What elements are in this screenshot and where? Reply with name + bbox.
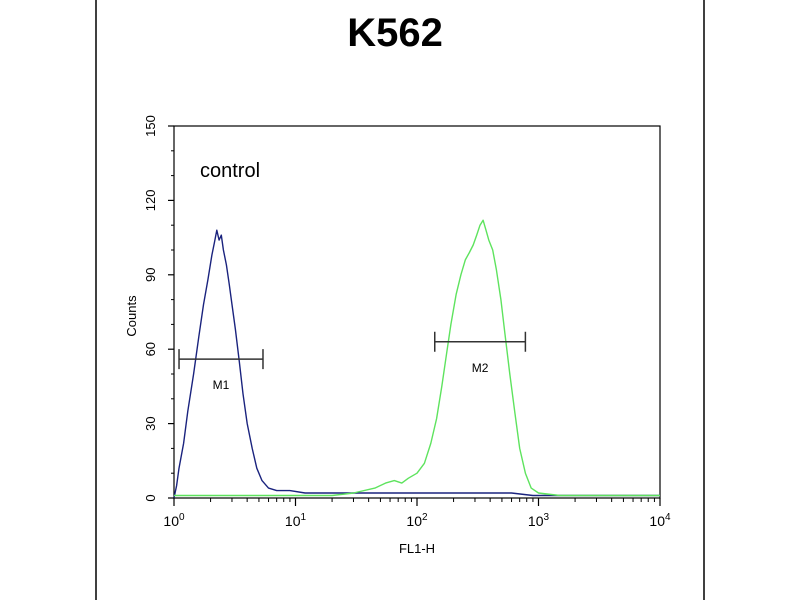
y-tick-label: 90 [143,268,158,282]
plot-area: M1 M2 control [173,125,661,499]
y-tick-label: 120 [143,190,158,212]
x-tick-label: 100 [163,512,185,529]
series-line-2 [174,219,660,497]
y-tick-label: 0 [143,494,158,501]
gate-m1-label: M1 [213,378,230,392]
series-line-1 [173,229,660,499]
y-axis: 0 30 60 90 120 150 [143,115,174,502]
x-tick-label: 103 [528,512,550,529]
gate-layer: M1 M2 [178,331,527,392]
x-tick-label: 102 [406,512,428,529]
annotation-control: control [200,160,260,182]
gate-m2-label: M2 [472,361,489,375]
series-layer [173,219,660,499]
y-axis-label: Counts [124,295,139,337]
y-tick-label: 150 [143,115,158,137]
x-axis: 100 101 102 103 104 [163,498,671,529]
x-tick-label: 104 [649,512,671,529]
x-axis-label: FL1-H [399,541,435,556]
y-tick-label: 60 [143,342,158,356]
chart-title: K562 [347,11,443,55]
y-tick-label: 30 [143,416,158,430]
x-tick-label: 101 [285,512,307,529]
